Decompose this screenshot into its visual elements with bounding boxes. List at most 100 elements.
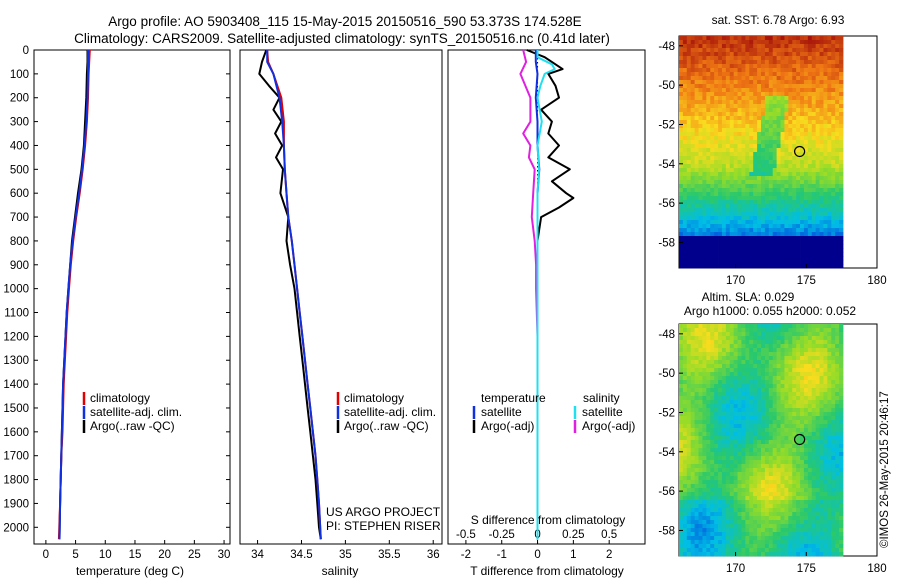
map-cell [768, 396, 774, 401]
map-cell [749, 88, 754, 93]
map-cell [776, 96, 781, 101]
map-cell [737, 340, 742, 345]
map-cell [682, 452, 688, 457]
map-cell [803, 208, 809, 213]
map-cell [714, 328, 719, 333]
map-cell [725, 452, 731, 457]
map-cell [694, 88, 699, 93]
map-cell [796, 180, 801, 185]
map-cell [729, 372, 735, 377]
map-cell [807, 176, 813, 181]
map-cell [757, 204, 762, 209]
map-cell [718, 424, 723, 429]
map-cell [710, 332, 715, 337]
map-cell [761, 400, 766, 405]
map-cell [764, 528, 770, 533]
map-cell [823, 192, 828, 197]
map-cell [733, 196, 738, 201]
map-cell [749, 164, 754, 169]
map-cell [714, 332, 719, 337]
map-cell [839, 180, 844, 185]
map-cell [768, 232, 774, 237]
map-cell [835, 476, 840, 481]
map-cell [690, 512, 696, 517]
map-cell [807, 104, 813, 109]
map-cell [815, 184, 820, 189]
map-cell [679, 412, 684, 417]
map-cell [749, 52, 754, 57]
map-cell [741, 232, 746, 237]
map-cell [772, 520, 778, 525]
map-cell [753, 172, 758, 177]
map-cell [815, 220, 820, 225]
map-cell [761, 196, 766, 201]
map-cell [807, 160, 813, 165]
map-cell [835, 500, 840, 505]
map-cell [819, 196, 824, 201]
map-cell [753, 540, 758, 545]
map-cell [698, 240, 703, 245]
map-cell [835, 348, 840, 353]
map-cell [831, 112, 836, 117]
map-cell [682, 124, 688, 129]
map-cell [788, 340, 793, 345]
map-cell [776, 408, 781, 413]
map-cell [768, 228, 774, 233]
map-cell [706, 512, 711, 517]
map-cell [776, 196, 781, 201]
map-cell [737, 472, 742, 477]
map-cell [753, 520, 758, 525]
depth-tick-label: 300 [10, 117, 29, 129]
map-cell [796, 400, 801, 405]
map-cell [737, 532, 742, 537]
map-cell [698, 528, 703, 533]
map-cell [780, 392, 785, 397]
map-cell [839, 56, 844, 61]
map-cell [792, 428, 797, 433]
map-cell [694, 208, 699, 213]
map-cell [803, 488, 809, 493]
map-cell [698, 328, 703, 333]
map-cell [686, 244, 692, 249]
map-cell [753, 96, 758, 101]
map-cell [768, 496, 774, 501]
map-cell [811, 468, 817, 473]
map-cell [741, 472, 746, 477]
map-cell [710, 520, 715, 525]
map-cell [792, 464, 797, 469]
map-cell [694, 388, 699, 393]
map-cell [792, 432, 797, 437]
map-cell [694, 112, 699, 117]
map-cell [737, 180, 742, 185]
map-cell [831, 128, 836, 133]
map-cell [718, 208, 723, 213]
map-cell [839, 116, 844, 121]
map-cell [718, 536, 723, 541]
sst-map-panel: sat. SST: 6.78 Argo: 6.93 170 175 180-48-5… [658, 13, 886, 287]
map-cell [811, 352, 817, 357]
map-cell [768, 464, 774, 469]
map-cell [815, 496, 820, 501]
map-cell [823, 336, 828, 341]
map-cell [827, 388, 832, 393]
map-cell [718, 108, 723, 113]
map-cell [741, 256, 746, 261]
map-cell [839, 196, 844, 201]
map-cell [745, 328, 750, 333]
map-cell [729, 108, 735, 113]
map-cell [749, 120, 754, 125]
map-cell [733, 48, 738, 53]
map-cell [780, 524, 785, 529]
map-cell [729, 436, 735, 441]
map-cell [679, 504, 684, 509]
map-cell [776, 520, 781, 525]
map-cell [718, 480, 723, 485]
map-cell [780, 404, 785, 409]
map-cell [710, 496, 715, 501]
map-cell [839, 80, 844, 85]
map-cell [768, 196, 774, 201]
map-cell [753, 488, 758, 493]
map-cell [702, 452, 707, 457]
map-cell [761, 152, 766, 157]
map-cell [792, 264, 797, 269]
